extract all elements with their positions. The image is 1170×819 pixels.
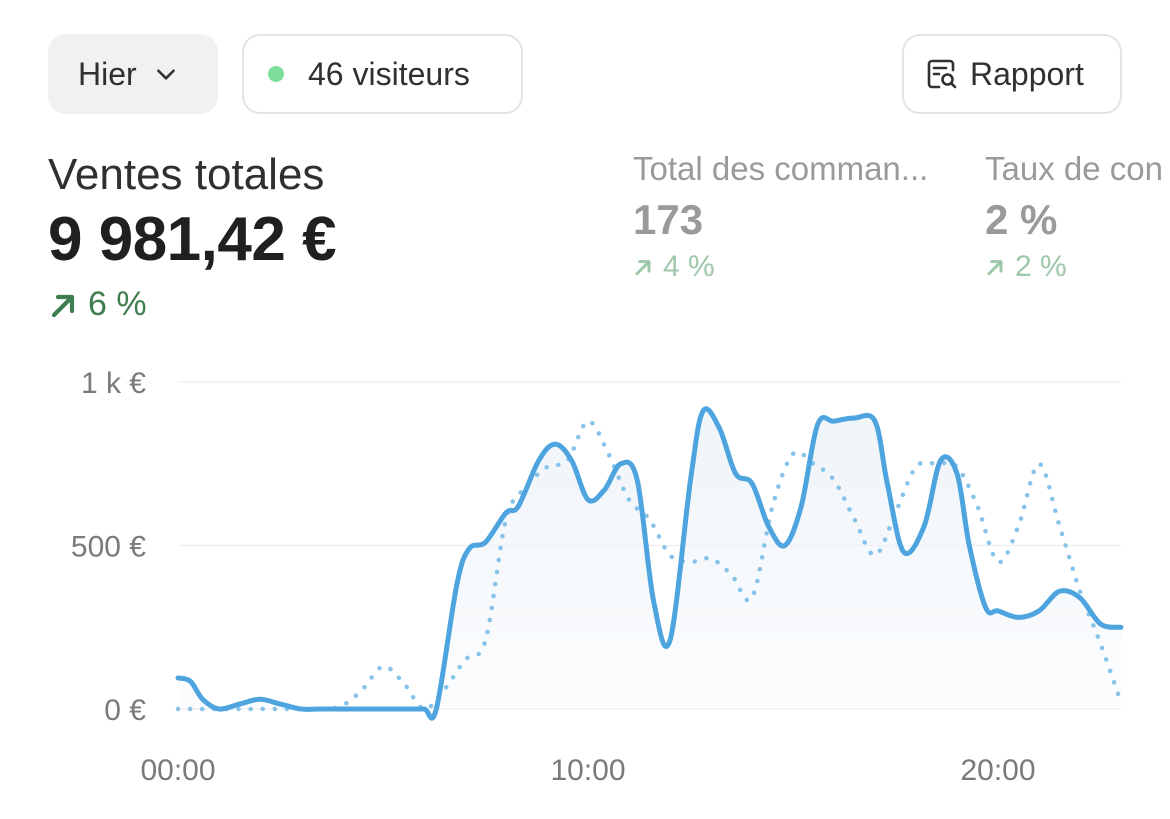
conversion-rate-change: 2 %	[985, 250, 1067, 284]
total-sales-label: Ventes totales	[48, 150, 325, 199]
live-visitors-button[interactable]: 46 visiteurs	[242, 34, 523, 114]
x-tick-label: 20:00	[960, 754, 1035, 787]
chevron-down-icon	[156, 69, 175, 80]
y-tick-label: 500 €	[71, 531, 146, 564]
trend-up-icon	[987, 260, 1003, 276]
conversion-rate-label: Taux de con	[985, 150, 1163, 187]
report-label: Rapport	[970, 55, 1084, 92]
total-orders-change: 4 %	[633, 250, 715, 284]
live-visitors-label: 46 visiteurs	[308, 55, 470, 92]
live-status-dot	[268, 66, 284, 82]
report-button[interactable]: Rapport	[902, 34, 1122, 114]
x-tick-label: 00:00	[140, 754, 215, 787]
y-tick-label: 0 €	[104, 694, 146, 727]
total-sales-change-value: 6 %	[88, 285, 147, 323]
x-tick-label: 10:00	[550, 754, 625, 787]
trend-up-icon	[51, 294, 75, 317]
total-orders-value: 173	[633, 196, 704, 243]
date-range-button[interactable]: Hier	[48, 34, 218, 114]
current-series-area	[178, 408, 1121, 719]
total-sales-value: 9 981,42 €	[48, 205, 337, 274]
total-orders-change-value: 4 %	[663, 250, 715, 283]
date-range-label: Hier	[78, 55, 137, 92]
trend-up-icon	[635, 260, 651, 276]
report-search-icon	[927, 59, 957, 89]
conversion-rate-change-value: 2 %	[1015, 250, 1067, 283]
y-tick-label: 1 k €	[81, 367, 146, 400]
total-orders-label: Total des comman...	[633, 150, 929, 187]
conversion-rate-value: 2 %	[985, 196, 1058, 243]
total-sales-change: 6 %	[48, 285, 147, 324]
current-series-line	[175, 406, 1124, 721]
